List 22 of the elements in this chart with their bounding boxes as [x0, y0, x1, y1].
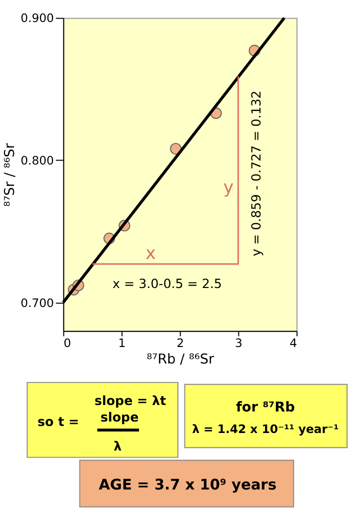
text: λ	[114, 438, 122, 454]
y-axis-title: ⁸⁷Sr / ⁸⁶Sr	[2, 142, 18, 207]
point	[170, 142, 182, 155]
annotation: y	[223, 178, 234, 198]
y-tick-label: 0.800	[20, 154, 54, 168]
text: AGE = 3.7 x 10⁹ years	[98, 476, 277, 494]
text: so t =	[38, 414, 80, 430]
text: λ = 1.42 x 10⁻¹¹ year⁻¹	[192, 422, 339, 436]
x-tick-label: 1	[118, 336, 126, 350]
text: slope	[100, 409, 139, 424]
x-axis-title: ⁸⁷Rb / ⁸⁶Sr	[146, 351, 214, 368]
text: for ⁸⁷Rb	[236, 400, 296, 416]
x-tick-label: 3	[234, 336, 242, 350]
text: slope = λt	[94, 392, 166, 408]
x-tick-label: 2	[176, 336, 184, 350]
annotation: x	[146, 244, 156, 264]
y-tick-label: 0.700	[20, 296, 54, 310]
annotation: y = 0.859 - 0.727 = 0.132	[248, 90, 264, 256]
annotation: x = 3.0-0.5 = 2.5	[112, 276, 222, 292]
y-tick-label: 0.900	[20, 11, 54, 26]
x-tick-label: 0	[64, 336, 72, 350]
x-tick-label: 4	[290, 336, 298, 350]
